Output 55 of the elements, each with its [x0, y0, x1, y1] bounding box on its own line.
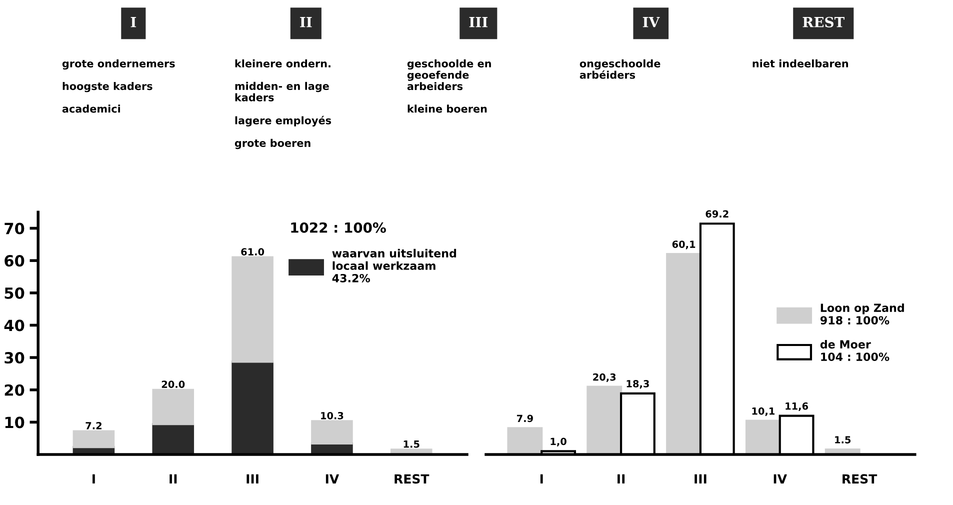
bar — [666, 252, 702, 454]
data-label: 11,6 — [786, 402, 808, 411]
data-label: 1,0 — [550, 438, 566, 446]
bar — [586, 386, 622, 454]
y-tick-label: 20 — [4, 384, 24, 396]
bar — [232, 360, 274, 454]
x-tick-label: I — [540, 474, 543, 484]
x-tick-label: IV — [326, 474, 340, 484]
y-tick-label: 10 — [5, 416, 24, 428]
data-label: 1.5 — [835, 436, 851, 444]
legend-label: waarvan uitsluitend locaal werkzaam 43.2% — [332, 248, 456, 282]
y-tick-label: 40 — [4, 320, 24, 332]
bar — [232, 256, 274, 363]
total-label: 7.2 — [86, 422, 102, 430]
y-tick-label: 30 — [4, 352, 24, 364]
bar — [745, 420, 781, 454]
legend-label: de Moer 104 : 100% — [820, 340, 890, 362]
bar — [152, 423, 194, 454]
legend-title: 1022 : 100% — [291, 222, 386, 233]
total-label: 10.3 — [321, 412, 344, 420]
data-label: 18,3 — [626, 380, 649, 389]
category-label: II — [300, 17, 312, 28]
category-label: I — [130, 17, 136, 28]
category-label: REST — [802, 16, 844, 28]
text: niet indeelbaren — [752, 59, 848, 68]
category-label: IV — [642, 17, 660, 28]
data-label: 69.2 — [706, 210, 728, 218]
data-label: 60,1 — [672, 240, 696, 250]
category-label: III — [469, 17, 488, 28]
bar — [311, 420, 353, 445]
x-tick-label: III — [694, 474, 706, 484]
x-tick-label: IV — [774, 474, 787, 484]
total-label: 1.5 — [404, 440, 420, 448]
bar — [152, 388, 194, 426]
data-label: 7.9 — [516, 414, 533, 422]
legend-label: Loon op Zand 918 : 100% — [820, 303, 904, 324]
x-tick-label: II — [170, 474, 177, 484]
text: grote ondernemers hoogste kaders academici — [62, 59, 175, 113]
x-tick-label: REST — [394, 474, 430, 484]
x-tick-label: II — [618, 474, 625, 484]
text: geschoolde en geoefende arbeiders kleine boeren — [407, 59, 491, 113]
total-label: 61.0 — [241, 248, 264, 256]
x-tick-label: III — [246, 474, 258, 484]
text: kleinere ondern. midden- en lage kaders lagere employés grote boeren — [234, 59, 332, 150]
total-label: 20.0 — [162, 380, 185, 388]
bar — [72, 430, 115, 448]
y-tick-label: 70 — [4, 222, 24, 234]
y-tick-label: 50 — [4, 287, 24, 299]
text: ongeschoolde arbéiders — [580, 59, 660, 79]
data-label: 10,1 — [752, 407, 775, 416]
x-tick-label: REST — [842, 474, 878, 484]
bar — [507, 427, 543, 454]
y-tick-label: 60 — [4, 255, 24, 267]
x-tick-label: I — [92, 474, 95, 484]
data-label: 20,3 — [593, 373, 616, 382]
